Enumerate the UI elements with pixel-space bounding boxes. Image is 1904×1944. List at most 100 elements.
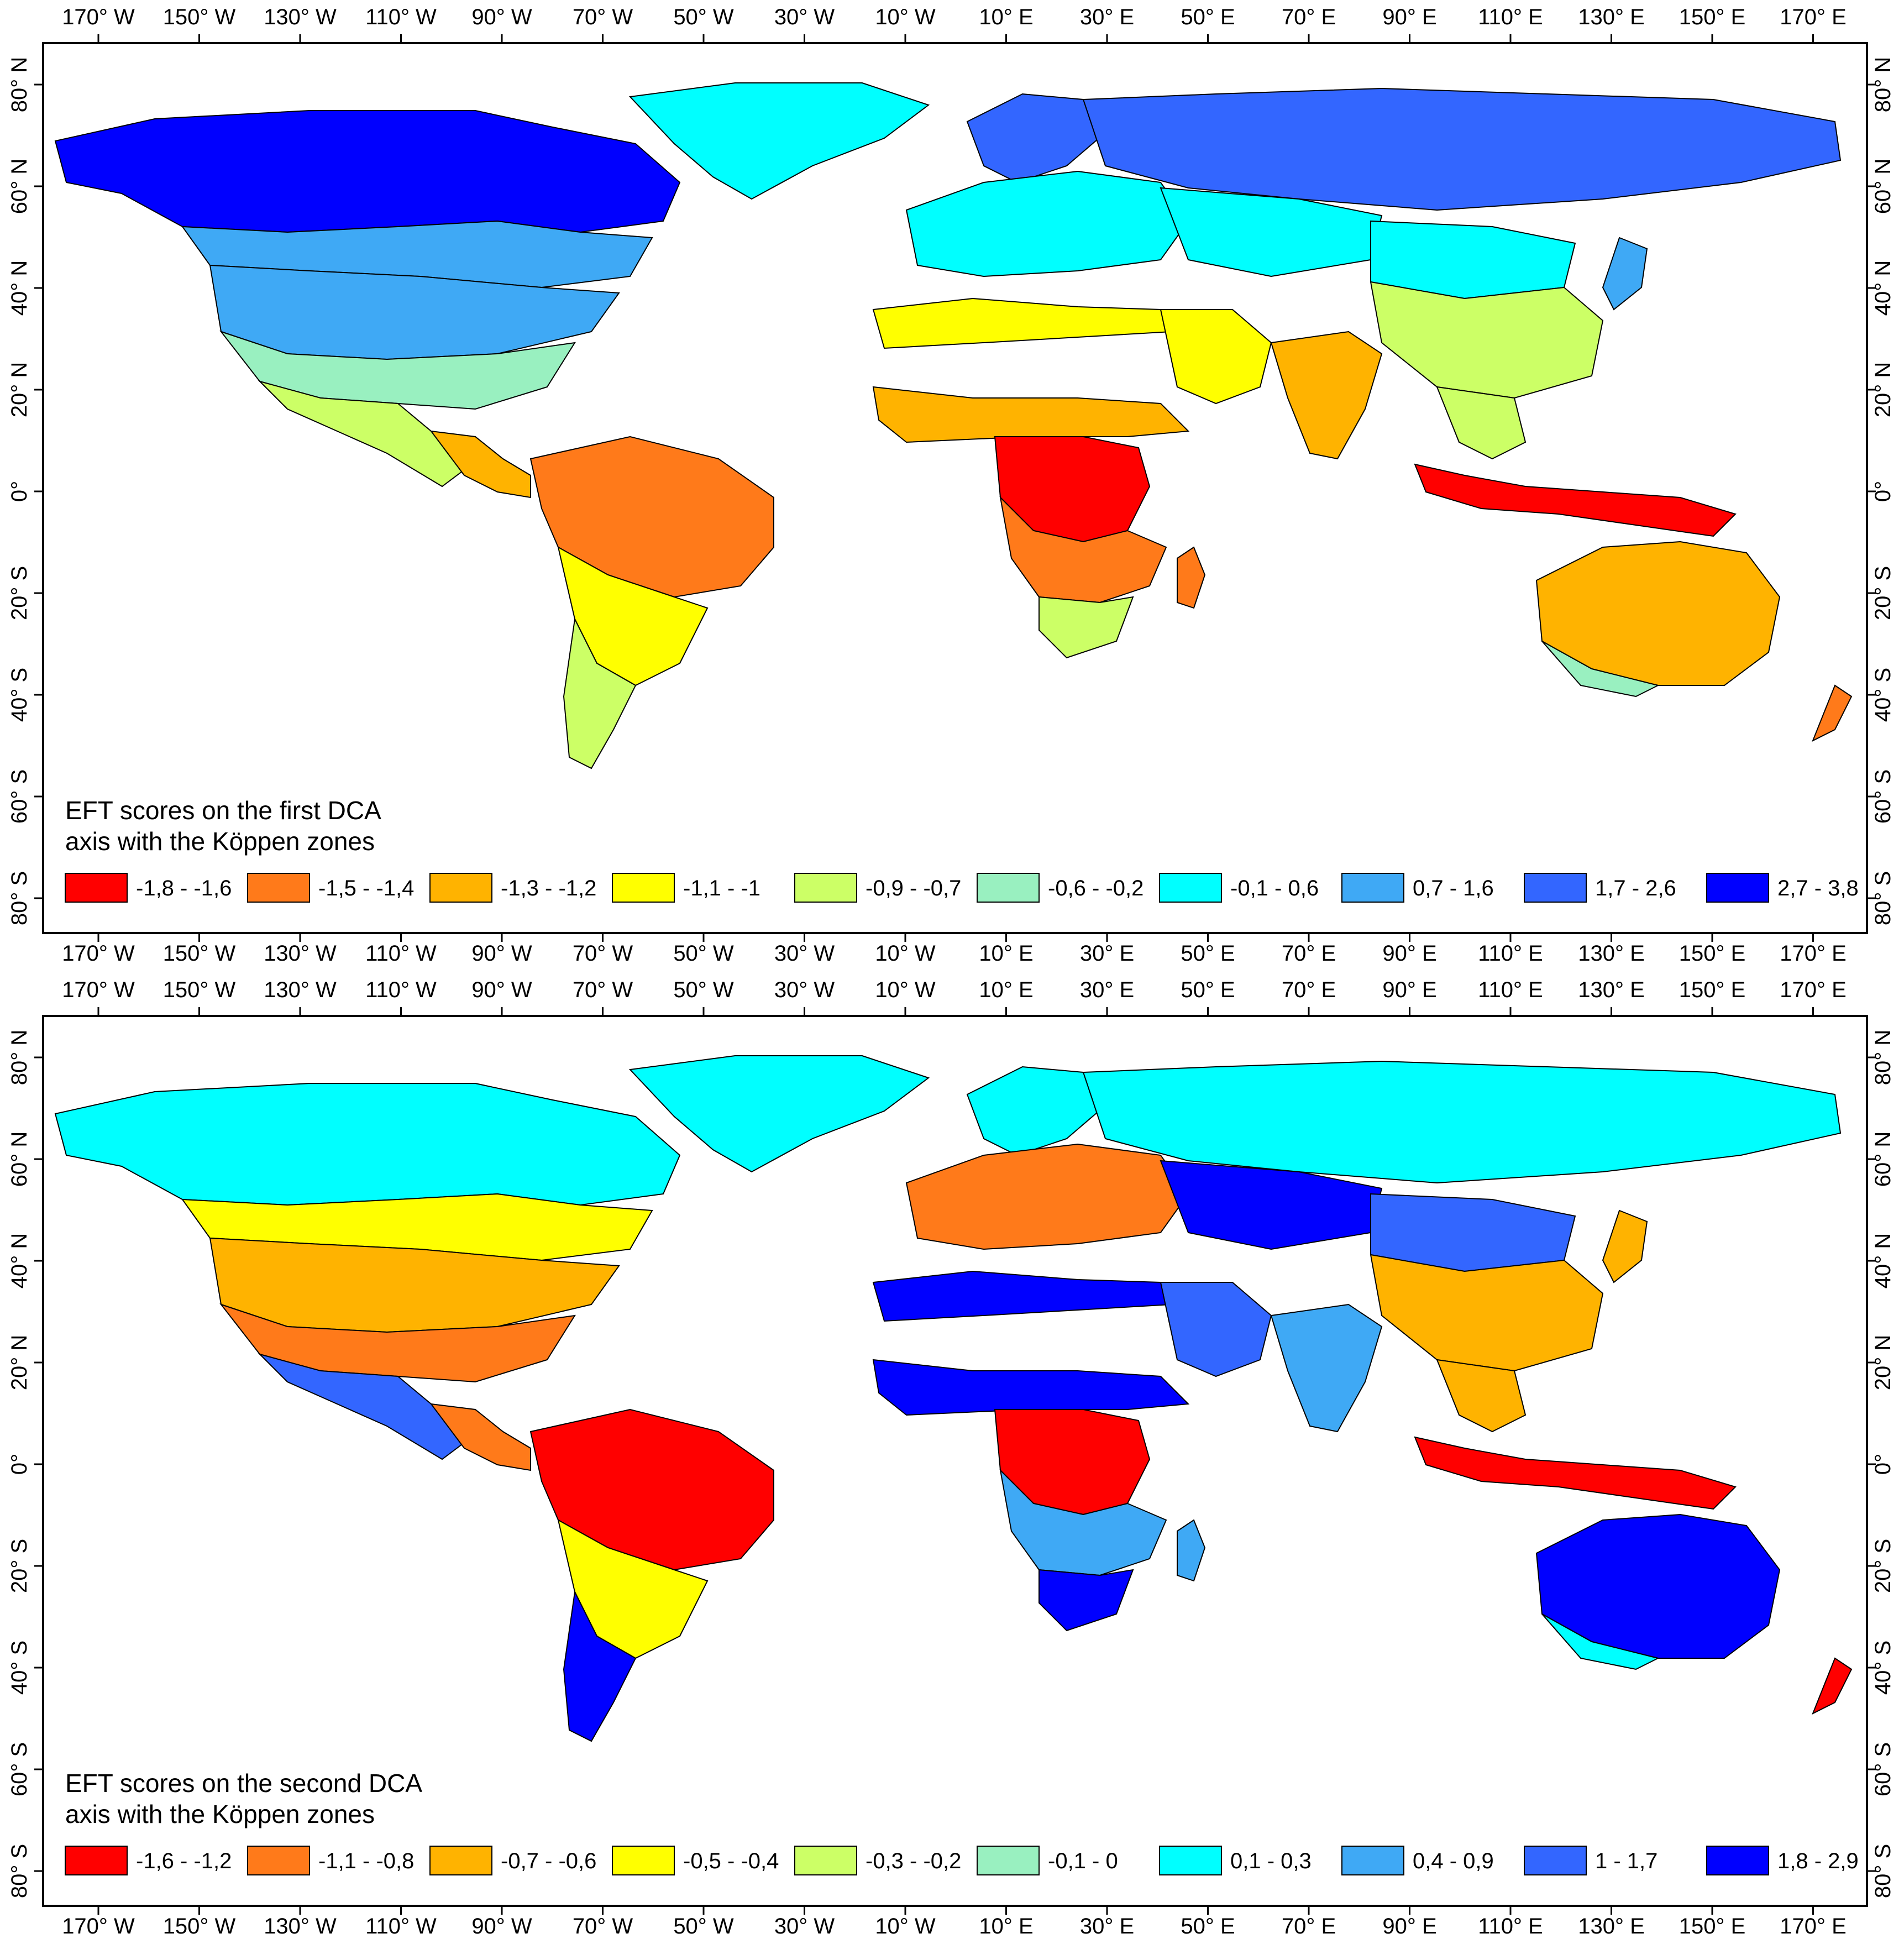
- region-africa-south: [999, 496, 1167, 604]
- legend-label: 2,7 - 3,8: [1777, 876, 1859, 900]
- legend-label: 0,1 - 0,3: [1230, 1849, 1312, 1873]
- region-indonesia: [1414, 1436, 1737, 1510]
- longitude-label: 110° E: [1478, 5, 1543, 29]
- longitude-label: 170° E: [1780, 941, 1847, 966]
- legend: -1,6 - -1,2 -1,1 - -0,8 -0,7 - -0,6 -0,5 - …: [65, 1846, 1859, 1875]
- region-greenland-coast: [628, 82, 930, 200]
- longitude-label: 90° E: [1382, 941, 1436, 966]
- latitude-label: 60° S: [1871, 769, 1895, 824]
- longitude-label: 130° W: [264, 978, 337, 1002]
- latitude-label: 0°: [1871, 481, 1895, 502]
- latitude-label: 20° S: [7, 1539, 32, 1593]
- longitude-label: 130° E: [1578, 5, 1645, 29]
- longitude-label: 170° E: [1780, 1914, 1847, 1938]
- latitude-label: 40° S: [1871, 668, 1895, 722]
- longitude-labels-top: 170° W 150° W 130° W 110° W 90° W 70° W 50° W 3…: [62, 978, 1847, 1002]
- longitude-label: 10° W: [875, 1914, 936, 1938]
- region-central-am: [429, 430, 531, 499]
- longitude-label: 70° E: [1282, 978, 1336, 1002]
- legend-swatch: [1159, 1846, 1222, 1875]
- longitude-label: 90° E: [1382, 1914, 1436, 1938]
- longitude-label: 170° E: [1780, 978, 1847, 1002]
- region-india: [1270, 1303, 1383, 1433]
- region-se-asia: [1436, 1359, 1527, 1433]
- latitude-labels-right: 80° N 60° N 40° N 20° N 0° 20° S 40° S 60° S 80°…: [1871, 1030, 1895, 1898]
- region-se-asia: [1436, 386, 1527, 460]
- legend-label: -1,8 - -1,6: [136, 876, 232, 900]
- legend-label: 1,8 - 2,9: [1777, 1849, 1859, 1873]
- latitude-label: 60° N: [1871, 159, 1895, 214]
- longitude-label: 90° W: [471, 978, 532, 1002]
- legend-swatch: [1159, 873, 1222, 903]
- map-title-line-1: EFT scores on the second DCA: [65, 1769, 422, 1798]
- longitude-label: 10° E: [979, 5, 1033, 29]
- longitude-label: 50° E: [1181, 1914, 1235, 1938]
- region-australia-coast: [1541, 1613, 1660, 1670]
- longitude-label: 90° W: [471, 1914, 532, 1938]
- latitude-label: 60° N: [7, 1131, 32, 1187]
- longitude-labels-bottom: 170° W 150° W 130° W 110° W 90° W 70° W 50° W 3…: [62, 941, 1847, 966]
- legend-swatch: [247, 873, 310, 903]
- legend-swatch: [1341, 873, 1404, 903]
- region-sahel: [872, 1359, 1190, 1416]
- longitude-label: 70° W: [573, 5, 633, 29]
- legend-swatch: [1524, 873, 1587, 903]
- legend-swatch: [612, 1846, 675, 1875]
- region-africa-south: [999, 1469, 1167, 1576]
- legend-swatch: [977, 873, 1040, 903]
- legend-label: -0,1 - 0,6: [1230, 876, 1319, 900]
- longitude-label: 10° E: [979, 941, 1033, 966]
- latitude-label: 20° N: [7, 362, 32, 418]
- longitude-label: 150° E: [1679, 978, 1746, 1002]
- latitude-label: 60° N: [1871, 1131, 1895, 1187]
- legend: -1,8 - -1,6 -1,5 - -1,4 -1,3 - -1,2 -1,1 - …: [65, 873, 1859, 903]
- longitude-label: 90° E: [1382, 978, 1436, 1002]
- latitude-label: 40° S: [7, 668, 32, 722]
- longitude-label: 50° W: [673, 941, 734, 966]
- longitude-label: 90° W: [471, 941, 532, 966]
- latitude-label: 20° S: [1871, 1539, 1895, 1593]
- latitude-label: 60° S: [7, 769, 32, 824]
- longitude-label: 110° W: [365, 941, 437, 966]
- longitude-label: 150° W: [163, 5, 236, 29]
- region-new-zealand: [1812, 684, 1853, 742]
- longitude-label: 170° W: [62, 978, 135, 1002]
- legend-swatch: [1706, 1846, 1769, 1875]
- longitude-label: 130° E: [1578, 1914, 1645, 1938]
- longitude-label: 30° W: [774, 941, 835, 966]
- map-title-line-1: EFT scores on the first DCA: [65, 796, 381, 825]
- latitude-label: 40° N: [1871, 260, 1895, 316]
- region-amazon: [529, 436, 774, 598]
- latitude-label: 60° N: [7, 159, 32, 214]
- region-scandinavia: [966, 1066, 1106, 1156]
- longitude-label: 110° W: [365, 5, 437, 29]
- latitude-label: 40° S: [7, 1641, 32, 1695]
- region-patagonia: [563, 617, 637, 769]
- longitude-label: 150° E: [1679, 5, 1746, 29]
- latitude-label: 40° N: [1871, 1233, 1895, 1289]
- region-russia: [1082, 87, 1842, 211]
- region-greenland-coast: [628, 1055, 930, 1173]
- longitude-label: 170° W: [62, 941, 135, 966]
- legend-swatch: [429, 873, 492, 903]
- legend-label: -1,6 - -1,2: [136, 1849, 232, 1873]
- region-middle-east: [1160, 1282, 1272, 1377]
- map-svg-second-dca: 170° W 150° W 130° W 110° W 90° W 70° W 50° W 3…: [7, 978, 1895, 1938]
- longitude-label: 170° W: [62, 1914, 135, 1938]
- longitude-label: 130° W: [264, 1914, 337, 1938]
- longitude-label: 130° W: [264, 941, 337, 966]
- region-scandinavia: [966, 93, 1106, 184]
- region-japan: [1602, 1209, 1648, 1283]
- longitude-label: 30° E: [1080, 5, 1134, 29]
- legend-label: -0,6 - -0,2: [1048, 876, 1144, 900]
- region-africa-tip: [1038, 596, 1134, 659]
- region-central-am: [429, 1403, 531, 1471]
- region-japan: [1602, 237, 1648, 311]
- longitude-label: 90° W: [471, 5, 532, 29]
- axis-ticks: [34, 1007, 1876, 1915]
- region-amazon: [529, 1408, 774, 1571]
- longitude-label: 150° W: [163, 1914, 236, 1938]
- region-africa-tip: [1038, 1569, 1134, 1632]
- longitude-label: 70° W: [573, 1914, 633, 1938]
- latitude-label: 0°: [1871, 1454, 1895, 1475]
